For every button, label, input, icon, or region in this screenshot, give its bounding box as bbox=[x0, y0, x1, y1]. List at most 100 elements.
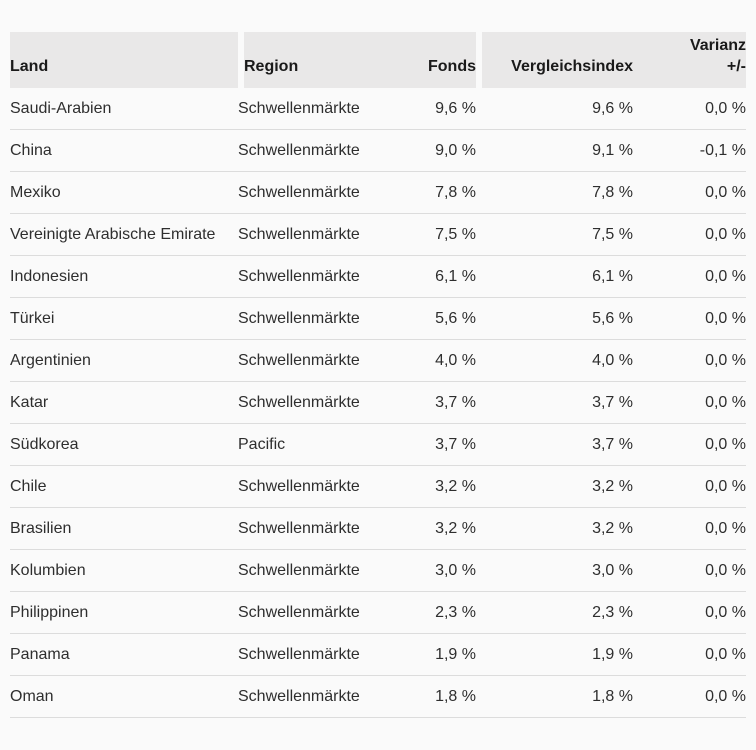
cell-vergleichsindex: 1,8 % bbox=[476, 676, 633, 718]
cell-land: Südkorea bbox=[10, 424, 238, 466]
cell-region: Schwellenmärkte bbox=[238, 382, 388, 424]
cell-region: Schwellenmärkte bbox=[238, 466, 388, 508]
cell-fonds: 9,0 % bbox=[388, 130, 476, 172]
table-row: Kolumbien Schwellenmärkte 3,0 % 3,0 % 0,0 % bbox=[10, 550, 746, 592]
cell-vergleichsindex: 9,6 % bbox=[476, 88, 633, 130]
cell-fonds: 4,0 % bbox=[388, 340, 476, 382]
cell-land: Türkei bbox=[10, 298, 238, 340]
cell-land: Saudi-Arabien bbox=[10, 88, 238, 130]
cell-vergleichsindex: 3,2 % bbox=[476, 508, 633, 550]
cell-vergleichsindex: 4,0 % bbox=[476, 340, 633, 382]
cell-land: Mexiko bbox=[10, 172, 238, 214]
cell-land: Vereinigte Arabische Emirate bbox=[10, 214, 238, 256]
table-row: Indonesien Schwellenmärkte 6,1 % 6,1 % 0,0 % bbox=[10, 256, 746, 298]
table-row: Vereinigte Arabische Emirate Schwellenmär… bbox=[10, 214, 746, 256]
cell-varianz: 0,0 % bbox=[633, 172, 746, 214]
cell-vergleichsindex: 3,0 % bbox=[476, 550, 633, 592]
cell-varianz: -0,1 % bbox=[633, 130, 746, 172]
table-row: Philippinen Schwellenmärkte 2,3 % 2,3 % 0,0 … bbox=[10, 592, 746, 634]
cell-varianz: 0,0 % bbox=[633, 676, 746, 718]
cell-fonds: 3,0 % bbox=[388, 550, 476, 592]
cell-fonds: 5,6 % bbox=[388, 298, 476, 340]
cell-land: Oman bbox=[10, 676, 238, 718]
column-header-fonds: Fonds bbox=[388, 32, 476, 88]
table-row: Türkei Schwellenmärkte 5,6 % 5,6 % 0,0 % bbox=[10, 298, 746, 340]
cell-varianz: 0,0 % bbox=[633, 382, 746, 424]
cell-varianz: 0,0 % bbox=[633, 466, 746, 508]
cell-region: Schwellenmärkte bbox=[238, 634, 388, 676]
cell-varianz: 0,0 % bbox=[633, 592, 746, 634]
cell-land: Chile bbox=[10, 466, 238, 508]
cell-region: Schwellenmärkte bbox=[238, 256, 388, 298]
cell-vergleichsindex: 3,7 % bbox=[476, 382, 633, 424]
cell-land: Indonesien bbox=[10, 256, 238, 298]
cell-fonds: 1,8 % bbox=[388, 676, 476, 718]
cell-region: Schwellenmärkte bbox=[238, 88, 388, 130]
cell-fonds: 3,2 % bbox=[388, 508, 476, 550]
table-row: Oman Schwellenmärkte 1,8 % 1,8 % 0,0 % bbox=[10, 676, 746, 718]
cell-region: Schwellenmärkte bbox=[238, 298, 388, 340]
table-row: China Schwellenmärkte 9,0 % 9,1 % -0,1 % bbox=[10, 130, 746, 172]
table-row: Katar Schwellenmärkte 3,7 % 3,7 % 0,0 % bbox=[10, 382, 746, 424]
cell-land: Panama bbox=[10, 634, 238, 676]
cell-vergleichsindex: 3,2 % bbox=[476, 466, 633, 508]
column-header-varianz: Varianz +/- bbox=[633, 32, 746, 88]
cell-vergleichsindex: 7,5 % bbox=[476, 214, 633, 256]
cell-fonds: 7,8 % bbox=[388, 172, 476, 214]
country-allocation-table: Land Region Fonds Vergleichsindex Varian… bbox=[10, 32, 746, 718]
cell-fonds: 2,3 % bbox=[388, 592, 476, 634]
column-header-vergleichsindex: Vergleichsindex bbox=[476, 32, 633, 88]
cell-land: Kolumbien bbox=[10, 550, 238, 592]
table-row: Brasilien Schwellenmärkte 3,2 % 3,2 % 0,0 % bbox=[10, 508, 746, 550]
cell-region: Schwellenmärkte bbox=[238, 214, 388, 256]
table-row: Argentinien Schwellenmärkte 4,0 % 4,0 % 0,0 … bbox=[10, 340, 746, 382]
cell-fonds: 3,7 % bbox=[388, 424, 476, 466]
cell-region: Pacific bbox=[238, 424, 388, 466]
cell-varianz: 0,0 % bbox=[633, 88, 746, 130]
cell-vergleichsindex: 5,6 % bbox=[476, 298, 633, 340]
cell-land: Argentinien bbox=[10, 340, 238, 382]
cell-vergleichsindex: 9,1 % bbox=[476, 130, 633, 172]
cell-fonds: 6,1 % bbox=[388, 256, 476, 298]
cell-fonds: 9,6 % bbox=[388, 88, 476, 130]
cell-region: Schwellenmärkte bbox=[238, 592, 388, 634]
cell-fonds: 3,2 % bbox=[388, 466, 476, 508]
cell-varianz: 0,0 % bbox=[633, 424, 746, 466]
cell-region: Schwellenmärkte bbox=[238, 676, 388, 718]
cell-vergleichsindex: 7,8 % bbox=[476, 172, 633, 214]
cell-vergleichsindex: 2,3 % bbox=[476, 592, 633, 634]
column-header-region: Region bbox=[238, 32, 388, 88]
cell-varianz: 0,0 % bbox=[633, 340, 746, 382]
cell-land: Katar bbox=[10, 382, 238, 424]
table-header: Land Region Fonds Vergleichsindex Varian… bbox=[10, 32, 746, 88]
cell-fonds: 7,5 % bbox=[388, 214, 476, 256]
table-row: Saudi-Arabien Schwellenmärkte 9,6 % 9,6 % 0,… bbox=[10, 88, 746, 130]
column-header-varianz-line1: Varianz bbox=[689, 37, 746, 54]
cell-varianz: 0,0 % bbox=[633, 298, 746, 340]
cell-varianz: 0,0 % bbox=[633, 550, 746, 592]
table-row: Mexiko Schwellenmärkte 7,8 % 7,8 % 0,0 % bbox=[10, 172, 746, 214]
cell-land: Brasilien bbox=[10, 508, 238, 550]
cell-varianz: 0,0 % bbox=[633, 214, 746, 256]
cell-vergleichsindex: 6,1 % bbox=[476, 256, 633, 298]
cell-vergleichsindex: 1,9 % bbox=[476, 634, 633, 676]
cell-land: Philippinen bbox=[10, 592, 238, 634]
column-header-land: Land bbox=[10, 32, 238, 88]
cell-vergleichsindex: 3,7 % bbox=[476, 424, 633, 466]
cell-varianz: 0,0 % bbox=[633, 256, 746, 298]
cell-fonds: 1,9 % bbox=[388, 634, 476, 676]
table-row: Panama Schwellenmärkte 1,9 % 1,9 % 0,0 % bbox=[10, 634, 746, 676]
cell-region: Schwellenmärkte bbox=[238, 508, 388, 550]
cell-varianz: 0,0 % bbox=[633, 634, 746, 676]
cell-region: Schwellenmärkte bbox=[238, 550, 388, 592]
header-row: Land Region Fonds Vergleichsindex Varian… bbox=[10, 32, 746, 88]
cell-fonds: 3,7 % bbox=[388, 382, 476, 424]
cell-land: China bbox=[10, 130, 238, 172]
cell-region: Schwellenmärkte bbox=[238, 172, 388, 214]
column-header-varianz-line2: +/- bbox=[726, 58, 746, 75]
cell-region: Schwellenmärkte bbox=[238, 340, 388, 382]
cell-region: Schwellenmärkte bbox=[238, 130, 388, 172]
table-row: Chile Schwellenmärkte 3,2 % 3,2 % 0,0 % bbox=[10, 466, 746, 508]
table-body: Saudi-Arabien Schwellenmärkte 9,6 % 9,6 % 0,… bbox=[10, 88, 746, 718]
